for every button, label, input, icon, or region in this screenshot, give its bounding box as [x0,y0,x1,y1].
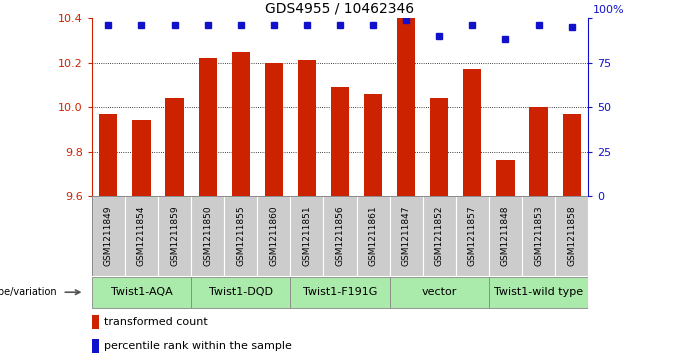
Text: GSM1211860: GSM1211860 [269,205,278,266]
Bar [191,196,224,276]
Text: genotype/variation: genotype/variation [0,286,57,297]
Text: GSM1211848: GSM1211848 [501,206,510,266]
Bar [125,196,158,276]
Bar [165,98,184,196]
Text: 100%: 100% [593,5,625,16]
Bar [158,196,191,276]
Text: GSM1211853: GSM1211853 [534,205,543,266]
Bar [92,339,99,353]
Bar [324,196,356,276]
Text: GSM1211851: GSM1211851 [303,205,311,266]
Text: Twist1-DQD: Twist1-DQD [209,287,273,297]
Bar [530,107,547,196]
Text: GSM1211847: GSM1211847 [402,206,411,266]
Text: Twist1-AQA: Twist1-AQA [111,287,172,297]
Bar [456,196,489,276]
Bar [430,98,448,196]
Title: GDS4955 / 10462346: GDS4955 / 10462346 [265,1,415,16]
Bar [390,277,489,308]
Bar [489,277,588,308]
Bar [133,121,150,196]
Bar [298,60,316,196]
Text: GSM1211850: GSM1211850 [203,205,212,266]
Bar [224,196,257,276]
Bar [463,69,481,196]
Text: GSM1211858: GSM1211858 [567,205,576,266]
Bar [199,58,217,196]
Text: GSM1211861: GSM1211861 [369,205,377,266]
Text: GSM1211855: GSM1211855 [236,205,245,266]
Text: Twist1-F191G: Twist1-F191G [303,287,377,297]
Bar [562,114,581,196]
Text: Twist1-wild type: Twist1-wild type [494,287,583,297]
Bar [331,87,349,196]
Text: GSM1211859: GSM1211859 [170,205,179,266]
Bar [423,196,456,276]
Text: transformed count: transformed count [104,317,207,327]
Bar [232,52,250,196]
Bar [390,196,423,276]
Bar [290,277,390,308]
Text: GSM1211852: GSM1211852 [435,206,444,266]
Bar [265,63,283,196]
Text: GSM1211854: GSM1211854 [137,206,146,266]
Bar [489,196,522,276]
Bar [290,196,324,276]
Bar [496,160,515,196]
Bar [92,196,125,276]
Bar [522,196,555,276]
Bar [364,94,382,196]
Bar [191,277,290,308]
Bar [397,18,415,196]
Bar [555,196,588,276]
Text: GSM1211856: GSM1211856 [335,205,345,266]
Bar [92,277,191,308]
Text: GSM1211849: GSM1211849 [104,206,113,266]
Text: vector: vector [422,287,457,297]
Bar [257,196,290,276]
Bar [92,315,99,329]
Bar [99,114,118,196]
Text: GSM1211857: GSM1211857 [468,205,477,266]
Text: percentile rank within the sample: percentile rank within the sample [104,341,292,351]
Bar [356,196,390,276]
